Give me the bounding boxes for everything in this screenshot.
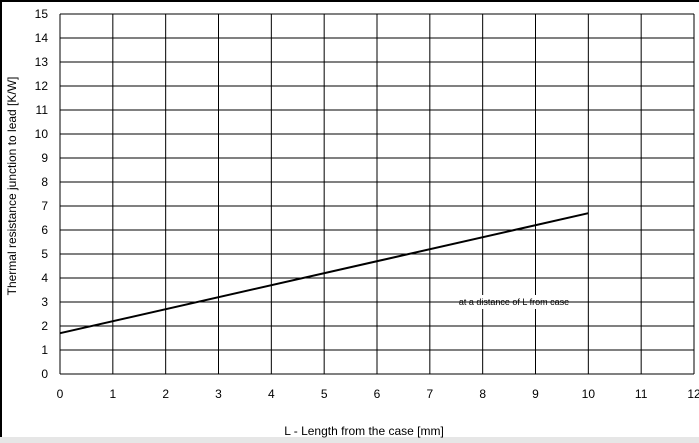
x-tick-label: 6	[374, 387, 381, 401]
x-tick-label: 9	[532, 387, 539, 401]
annotation-text: at a distance of L from case	[459, 297, 569, 307]
x-tick-label: 7	[426, 387, 433, 401]
x-tick-labels: 0 1 2 3 4 5 6 7 8 9 10 11 12	[57, 387, 699, 401]
y-tick-label: 8	[41, 175, 48, 189]
x-tick-label: 3	[215, 387, 222, 401]
y-tick-label: 11	[36, 103, 49, 117]
y-tick-label: 15	[35, 7, 49, 21]
y-tick-label: 2	[41, 319, 48, 333]
y-tick-label: 12	[35, 79, 49, 93]
x-tick-label: 11	[635, 387, 648, 401]
x-tick-label: 1	[109, 387, 116, 401]
x-tick-label: 8	[479, 387, 486, 401]
y-tick-label: 7	[41, 199, 48, 213]
x-axis-title: L - Length from the case [mm]	[284, 424, 444, 438]
y-tick-label: 4	[41, 271, 48, 285]
y-tick-label: 14	[35, 31, 49, 45]
x-tick-label: 12	[687, 387, 699, 401]
y-tick-label: 0	[41, 367, 48, 381]
x-tick-label: 10	[582, 387, 596, 401]
bottom-strip	[0, 437, 699, 443]
series-layer	[59, 212, 589, 335]
x-tick-label: 0	[57, 387, 64, 401]
y-tick-label: 10	[35, 127, 49, 141]
annotation-layer: at a distance of L from case	[445, 295, 668, 309]
y-tick-label: 13	[35, 55, 49, 69]
y-tick-label: 3	[41, 295, 48, 309]
y-axis-title: Thermal resistance junction to lead [K/W…	[5, 77, 19, 296]
y-tick-label: 6	[41, 223, 48, 237]
y-tick-label: 1	[41, 343, 48, 357]
y-tick-label: 5	[41, 247, 48, 261]
y-tick-label: 9	[41, 151, 48, 165]
x-tick-label: 4	[268, 387, 275, 401]
x-tick-label: 2	[162, 387, 169, 401]
series-line-0	[59, 212, 589, 335]
grid	[59, 13, 695, 375]
x-tick-label: 5	[321, 387, 328, 401]
